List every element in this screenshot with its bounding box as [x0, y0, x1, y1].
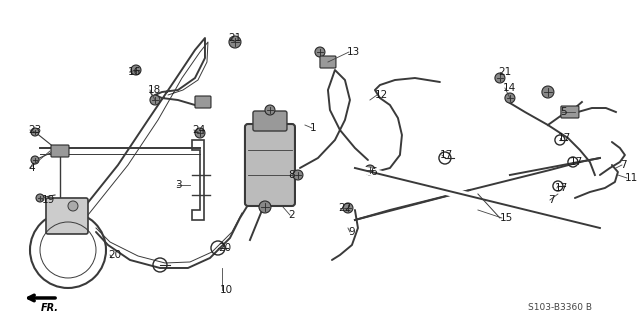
Circle shape: [195, 128, 205, 138]
Text: 19: 19: [42, 195, 55, 205]
Text: 14: 14: [503, 83, 516, 93]
Circle shape: [229, 36, 241, 48]
Circle shape: [36, 194, 44, 202]
FancyBboxPatch shape: [195, 96, 211, 108]
Circle shape: [31, 156, 39, 164]
Text: 4: 4: [28, 163, 35, 173]
Circle shape: [343, 203, 353, 213]
Text: 20: 20: [108, 250, 121, 260]
Text: 17: 17: [558, 133, 571, 143]
FancyBboxPatch shape: [561, 106, 579, 118]
FancyBboxPatch shape: [46, 198, 88, 234]
Circle shape: [505, 93, 515, 103]
Text: 17: 17: [440, 150, 453, 160]
Text: 6: 6: [370, 167, 376, 177]
FancyBboxPatch shape: [245, 124, 295, 206]
Text: 3: 3: [175, 180, 182, 190]
Circle shape: [31, 128, 39, 136]
Text: 11: 11: [625, 173, 638, 183]
Text: 24: 24: [192, 125, 205, 135]
Text: FR.: FR.: [41, 303, 59, 313]
Text: 7: 7: [620, 160, 627, 170]
Text: 17: 17: [555, 183, 568, 193]
Text: 15: 15: [500, 213, 513, 223]
Text: 12: 12: [375, 90, 388, 100]
FancyBboxPatch shape: [253, 111, 287, 131]
Circle shape: [259, 201, 271, 213]
Text: 8: 8: [288, 170, 294, 180]
Text: 22: 22: [338, 203, 351, 213]
Circle shape: [68, 201, 78, 211]
Text: 17: 17: [570, 157, 583, 167]
Circle shape: [131, 65, 141, 75]
Text: 18: 18: [148, 85, 161, 95]
Text: 20: 20: [218, 243, 231, 253]
FancyBboxPatch shape: [320, 56, 336, 68]
Circle shape: [542, 86, 554, 98]
Text: S103-B3360 B: S103-B3360 B: [528, 303, 592, 312]
Text: 10: 10: [220, 285, 233, 295]
Text: 9: 9: [348, 227, 355, 237]
Text: 7: 7: [548, 195, 554, 205]
Text: 21: 21: [498, 67, 511, 77]
Circle shape: [315, 47, 325, 57]
Circle shape: [150, 95, 160, 105]
Text: 1: 1: [310, 123, 317, 133]
Text: 21: 21: [228, 33, 241, 43]
Text: 16: 16: [128, 67, 141, 77]
FancyBboxPatch shape: [51, 145, 69, 157]
Circle shape: [265, 105, 275, 115]
Circle shape: [293, 170, 303, 180]
Text: 2: 2: [288, 210, 294, 220]
Circle shape: [495, 73, 505, 83]
Circle shape: [365, 165, 375, 175]
Text: 23: 23: [28, 125, 41, 135]
Text: 13: 13: [347, 47, 360, 57]
Text: 5: 5: [560, 107, 566, 117]
